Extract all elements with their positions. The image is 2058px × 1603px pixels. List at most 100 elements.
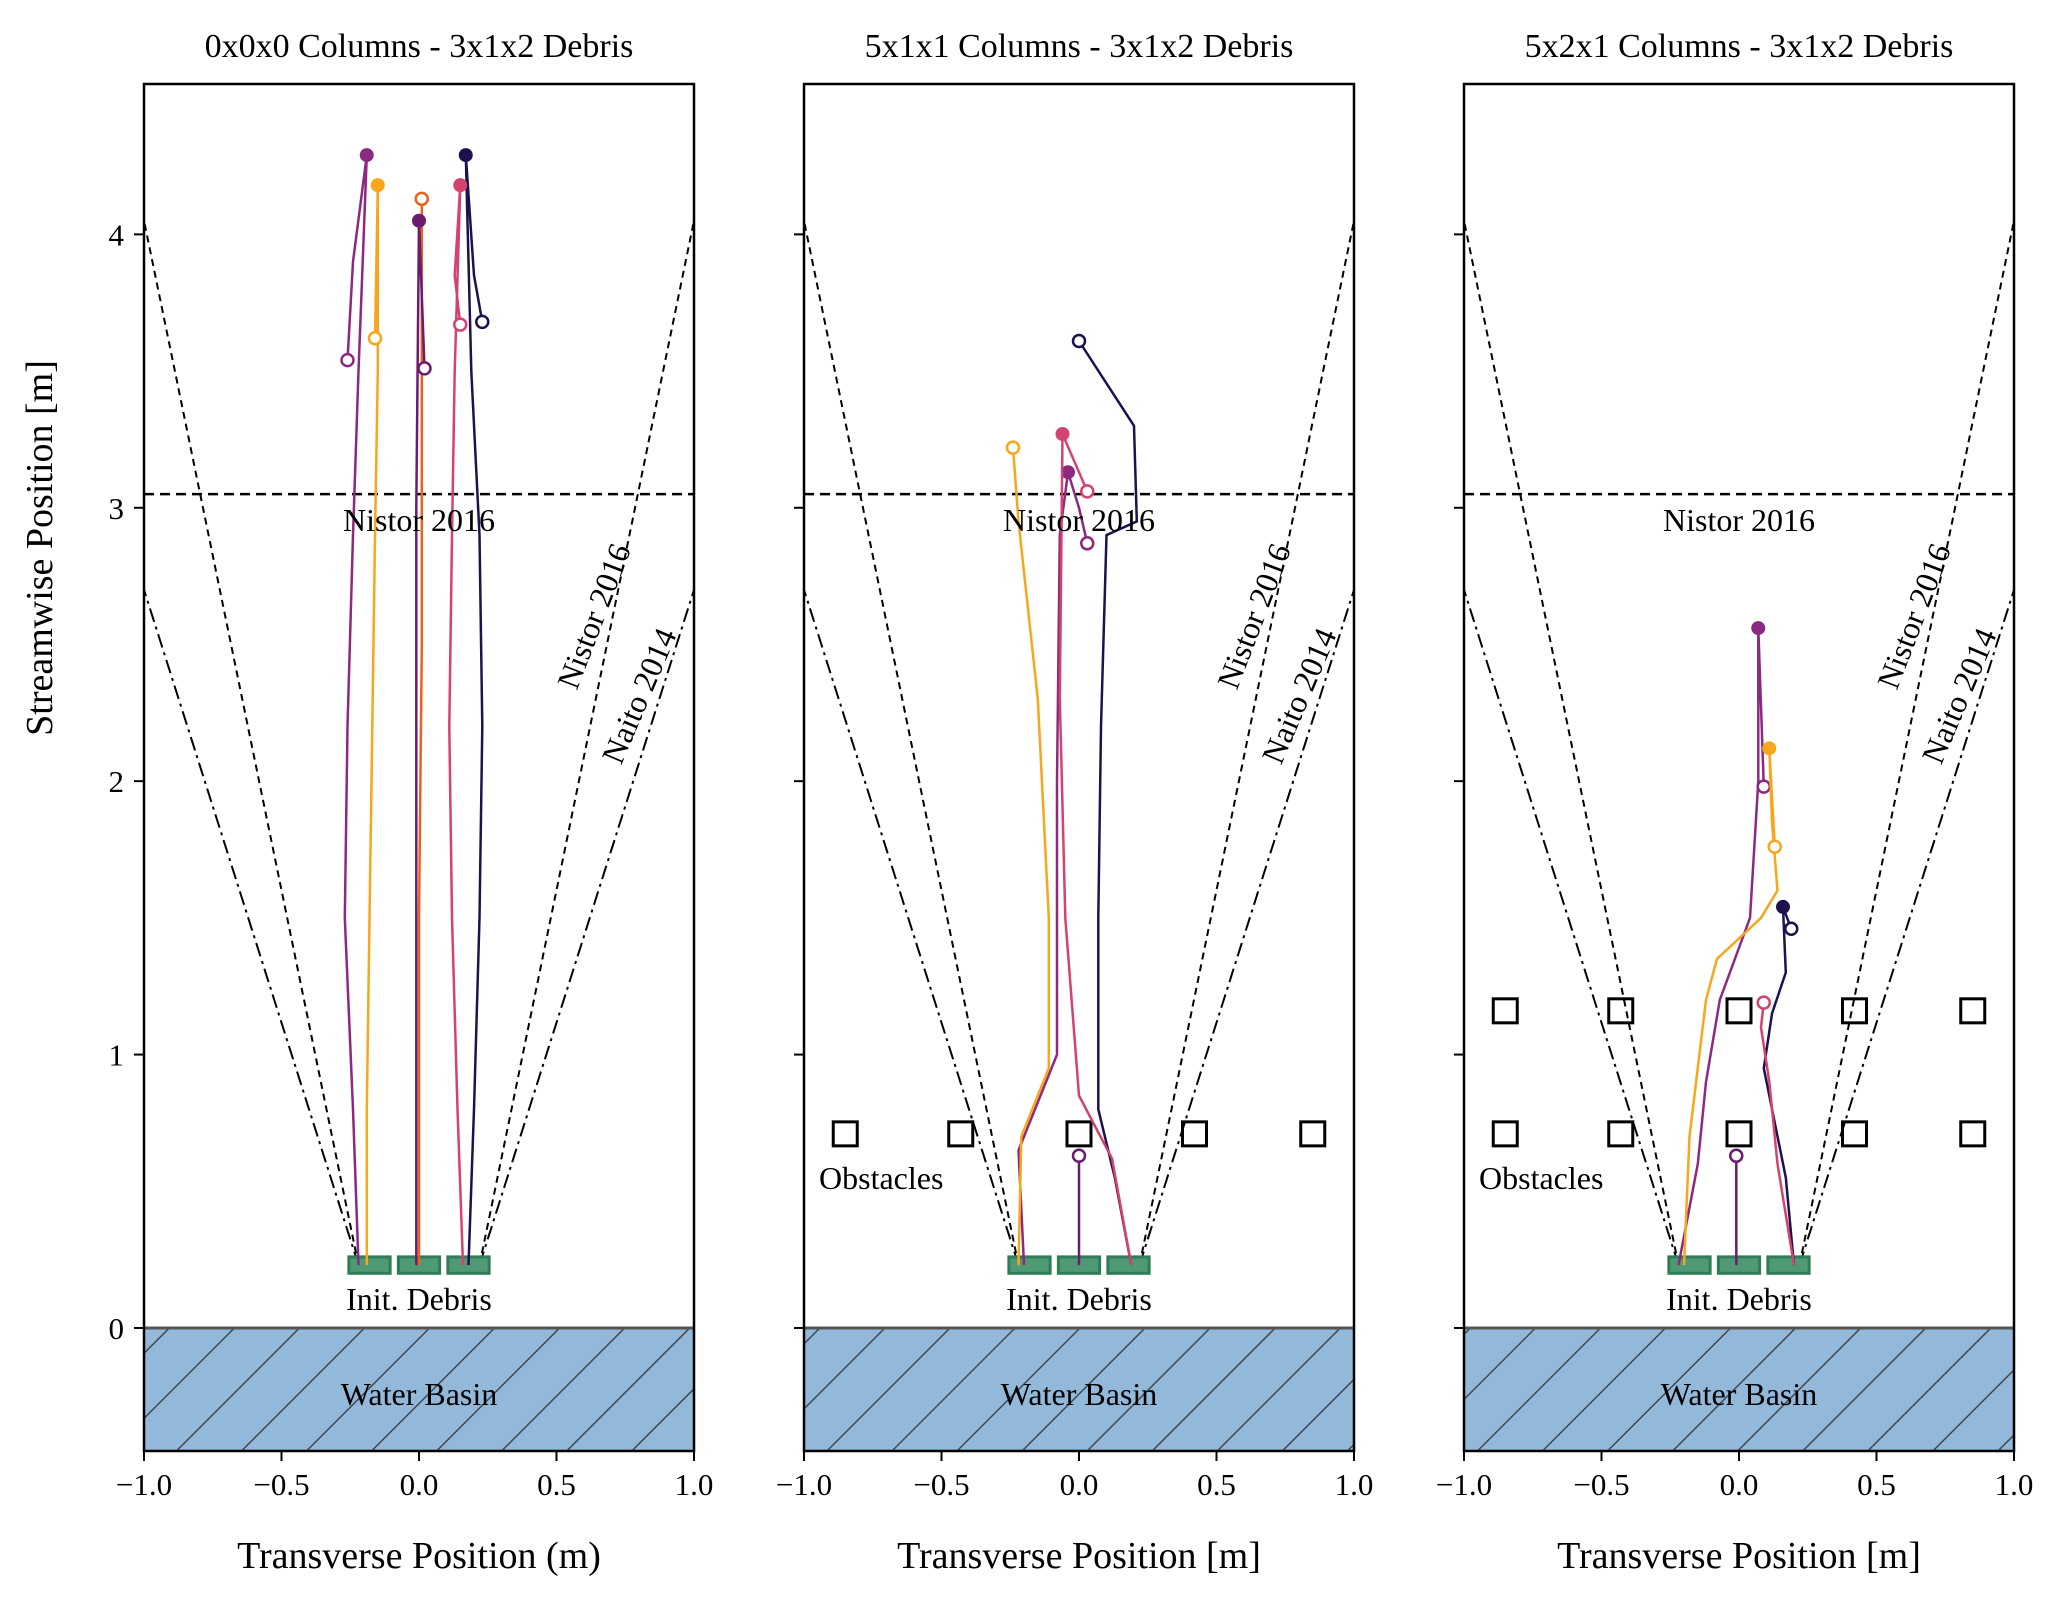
plot-area (804, 220, 1354, 1451)
nistor-slant-label: Nistor 2016 (1210, 539, 1298, 694)
obstacles-label: Obstacles (819, 1160, 943, 1196)
obstacle-column (831, 1120, 859, 1148)
obstacle-column (1181, 1120, 1208, 1148)
debris-block (1106, 1255, 1151, 1275)
trajectory-end-marker (340, 352, 355, 368)
naito-slant-label: Naito 2014 (594, 623, 683, 769)
trajectory-end-marker (1784, 921, 1799, 937)
trajectory-end-marker (1767, 839, 1782, 855)
x-tick-label: 1.0 (1995, 1467, 2034, 1502)
trajectory-end-marker (1080, 484, 1095, 499)
x-tick-label: 0.0 (1060, 1467, 1099, 1502)
trajectory-line (448, 185, 465, 1266)
debris-block (347, 1255, 392, 1275)
trajectory-end-marker (367, 331, 383, 346)
trajectory-line (417, 198, 424, 1266)
nistor-spread-line (478, 220, 694, 1266)
nistor-horizontal-label: Nistor 2016 (1003, 502, 1155, 538)
obstacle-column (1841, 1120, 1868, 1148)
obstacle-column (1607, 1120, 1635, 1148)
x-axis-label: Transverse Position [m] (1557, 1535, 1921, 1577)
panel-title: 5x1x1 Columns - 3x1x2 Debris (865, 28, 1294, 65)
trajectory-end-marker (1729, 1148, 1744, 1163)
trajectory-max-marker (1762, 741, 1777, 756)
trajectory-line (343, 154, 369, 1266)
trajectory-line (1759, 1002, 1796, 1266)
plot-area (144, 148, 694, 1451)
obstacle-column (947, 1120, 975, 1148)
x-tick-label: −1.0 (116, 1467, 172, 1502)
naito-slant-label: Naito 2014 (1254, 623, 1343, 769)
y-axis-label: Streamwise Position [m] (19, 360, 61, 736)
trajectory-end-marker (1005, 440, 1021, 455)
obstacle-column (1725, 997, 1753, 1025)
x-tick-label: 0.5 (1197, 1467, 1236, 1502)
chart-panel-1: −1.0 −0.5 0.0 0.5 1.0 0 1 2 3 4 0x0x0 Columns - 3x… (109, 28, 714, 1577)
x-axis-label: Transverse Position [m] (897, 1535, 1261, 1577)
x-tick-label: 0.0 (1720, 1467, 1759, 1502)
y-tick-label: 3 (109, 491, 125, 526)
trajectory-end-marker (1080, 536, 1095, 551)
chart-panel-3: −1.0 −0.5 0.0 0.5 1.0 5x2x1 Columns - 3x1x2 D… (1436, 28, 2033, 1577)
y-tick-label: 2 (109, 764, 125, 799)
axes-frame (1462, 82, 2016, 1453)
trajectory-line (1017, 471, 1089, 1266)
x-tick-label: 1.0 (1335, 1467, 1374, 1502)
trajectory-line (1682, 748, 1779, 1266)
naito-spread-line (478, 589, 694, 1266)
trajectory-max-marker (1061, 465, 1075, 480)
obstacles-label: Obstacles (1479, 1160, 1603, 1196)
trajectory-end-marker (1071, 1148, 1087, 1163)
chart-panel-2: −1.0 −0.5 0.0 0.5 1.0 5x1x1 Columns - 3x1x2 D… (776, 28, 1373, 1577)
obstacle-column (1607, 997, 1635, 1025)
trajectory-max-marker (1751, 621, 1766, 636)
nistor-spread-line (1464, 220, 1680, 1266)
x-tick-label: −0.5 (1573, 1467, 1629, 1502)
trajectory-end-marker (417, 361, 432, 376)
nistor-spread-line (1798, 220, 2014, 1266)
x-tick-label: 0.5 (1857, 1467, 1896, 1502)
init-debris-label: Init. Debris (346, 1281, 492, 1317)
trajectory-line (464, 155, 484, 1266)
obstacle-column (1959, 997, 1987, 1025)
naito-spread-line (144, 589, 360, 1266)
nistor-spread-line (1138, 220, 1354, 1266)
trajectory-line (1677, 628, 1766, 1266)
debris-block (1766, 1255, 1811, 1275)
trajectory-line (365, 185, 380, 1266)
trajectory-max-marker (370, 178, 385, 193)
trajectory-end-marker (414, 191, 429, 207)
x-tick-label: −1.0 (1436, 1467, 1492, 1502)
obstacle-column (1491, 1120, 1519, 1148)
init-debris-label: Init. Debris (1666, 1281, 1812, 1317)
obstacle-column (1959, 1120, 1987, 1148)
nistor-slant-label: Nistor 2016 (1870, 539, 1958, 694)
x-tick-label: −0.5 (253, 1467, 309, 1502)
trajectory-line (1011, 447, 1051, 1266)
trajectory-end-marker (1071, 333, 1087, 349)
panel-title: 0x0x0 Columns - 3x1x2 Debris (205, 28, 634, 65)
water-basin-label: Water Basin (1001, 1376, 1157, 1412)
trajectory-max-marker (453, 178, 468, 193)
naito-spread-line (1798, 589, 2014, 1266)
debris-block (1667, 1255, 1712, 1275)
obstacle-column (1065, 1120, 1093, 1148)
water-basin-hatch (1464, 1327, 2014, 1451)
trajectory-line (1077, 340, 1139, 1266)
trajectory-max-marker (412, 213, 426, 228)
trajectory-end-marker (1756, 995, 1771, 1010)
naito-slant-label: Naito 2014 (1914, 623, 2003, 769)
trajectory-line (1058, 433, 1133, 1266)
nistor-spread-line (144, 220, 360, 1266)
init-debris-label: Init. Debris (1006, 1281, 1152, 1317)
nistor-horizontal-label: Nistor 2016 (343, 502, 495, 538)
trajectory-max-marker (359, 148, 374, 163)
y-tick-label: 0 (109, 1311, 125, 1346)
nistor-spread-line (804, 220, 1020, 1266)
water-basin-label: Water Basin (341, 1376, 497, 1412)
x-axis-label: Transverse Position (m) (237, 1535, 601, 1577)
obstacle-column (1491, 997, 1519, 1025)
debris-block (1007, 1255, 1052, 1275)
trajectory-max-marker (1055, 426, 1070, 441)
